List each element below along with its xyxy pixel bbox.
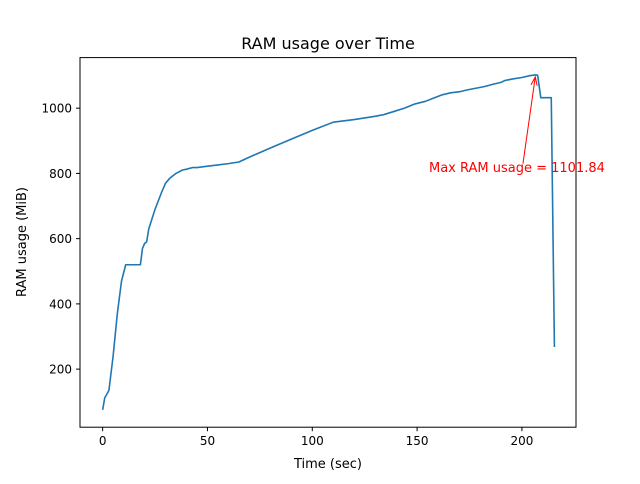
x-tick-label: 150 [406, 434, 429, 448]
y-axis-ticks: 200 400 600 800 1000 [41, 102, 80, 377]
x-axis-label: Time (sec) [293, 457, 362, 472]
axes-frame [79, 57, 577, 428]
x-tick-label: 50 [200, 434, 215, 448]
y-tick-label: 200 [49, 363, 72, 377]
y-axis-label: RAM usage (MiB) [15, 187, 30, 297]
chart-title: RAM usage over Time [241, 34, 415, 53]
y-tick-label: 400 [49, 297, 72, 311]
series-line-1 [101, 74, 556, 411]
x-axis-ticks: 0 50 100 150 200 [99, 427, 533, 448]
plot-area [101, 74, 556, 411]
annotation-arrow-head [530, 75, 538, 86]
y-tick-label: 600 [49, 232, 72, 246]
x-tick-label: 100 [301, 434, 324, 448]
x-tick-label: 0 [99, 434, 107, 448]
y-tick-label: 800 [49, 167, 72, 181]
annotation-text: Max RAM usage = 1101.84 [429, 161, 605, 176]
annotation-arrow-shaft [522, 76, 536, 164]
x-tick-label: 200 [510, 434, 533, 448]
max-annotation: Max RAM usage = 1101.84 [429, 75, 605, 176]
y-tick-label: 1000 [41, 102, 72, 116]
